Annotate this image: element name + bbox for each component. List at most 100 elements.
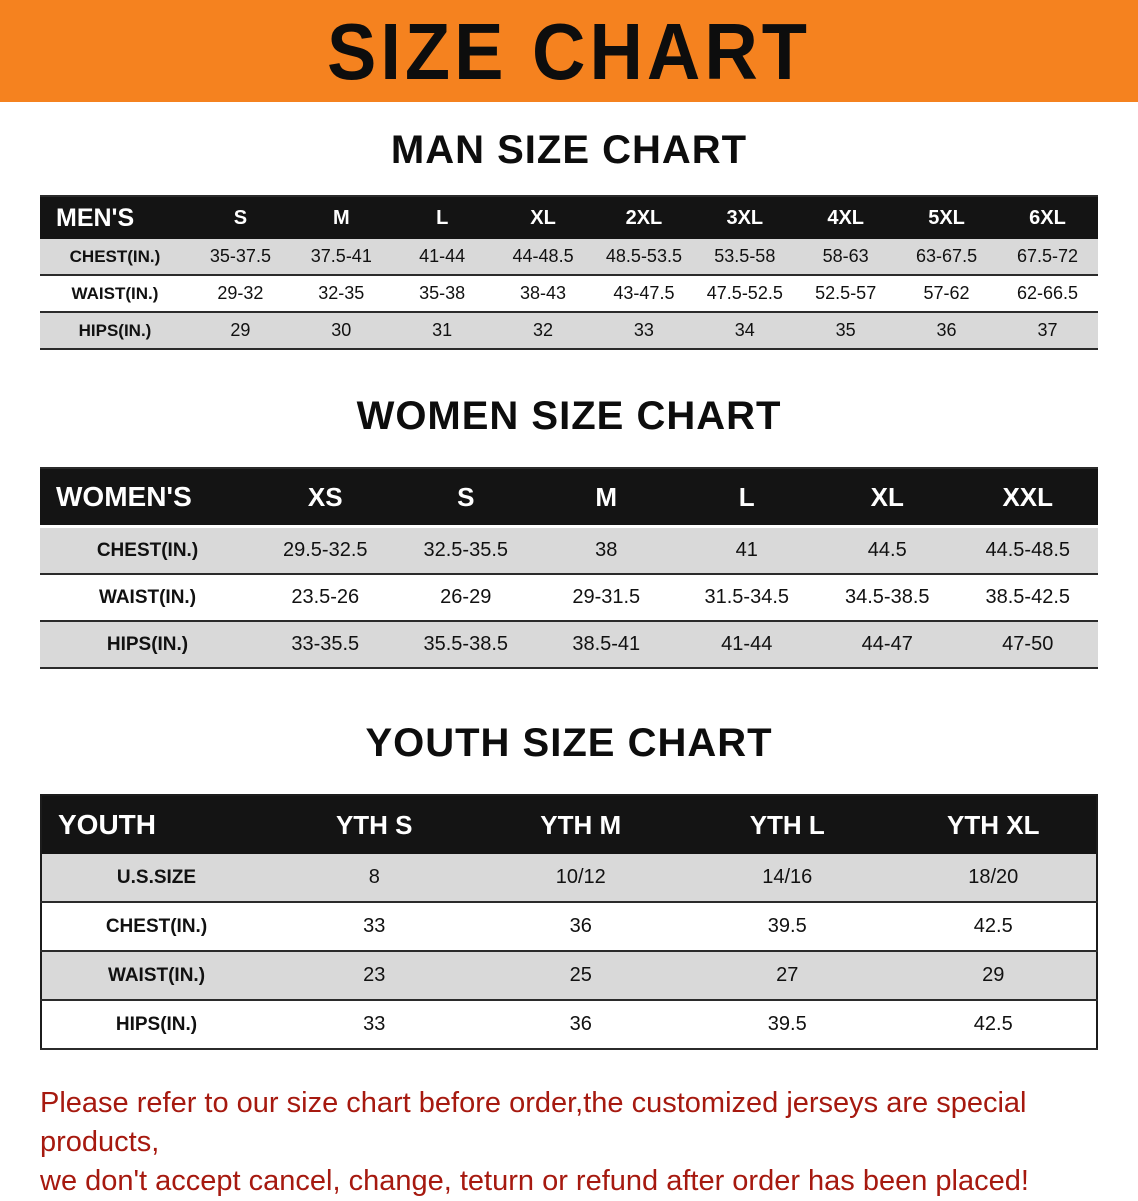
size-value-cell: 39.5	[684, 1000, 891, 1050]
size-value-cell: 33	[271, 1000, 478, 1050]
size-value-cell: 47.5-52.5	[694, 275, 796, 313]
size-value-cell: 38	[536, 526, 677, 575]
size-value-cell: 42.5	[890, 902, 1097, 952]
size-value-cell: 23.5-26	[255, 574, 396, 622]
table-row: HIPS(IN.) 29 30 31 32 33 34 35 36 37	[40, 312, 1098, 350]
size-header-cell: YTH S	[271, 795, 478, 854]
size-value-cell: 53.5-58	[694, 239, 796, 276]
size-header-cell: YTH XL	[890, 795, 1097, 854]
size-value-cell: 38.5-41	[536, 621, 677, 669]
size-value-cell: 25	[477, 951, 684, 1001]
table-header-row: YOUTH YTH S YTH M YTH L YTH XL	[41, 795, 1097, 854]
size-value-cell: 52.5-57	[795, 275, 897, 313]
size-value-cell: 62-66.5	[997, 275, 1098, 313]
size-header-cell: S	[190, 196, 291, 239]
size-value-cell: 48.5-53.5	[593, 239, 695, 276]
size-header-cell: XS	[255, 468, 396, 528]
size-header-cell: M	[290, 196, 392, 239]
size-value-cell: 29	[890, 951, 1097, 1001]
size-value-cell: 57-62	[896, 275, 997, 313]
row-label: HIPS(IN.)	[41, 1000, 271, 1050]
table-row: CHEST(IN.) 35-37.5 37.5-41 41-44 44-48.5…	[40, 239, 1098, 276]
row-label: CHEST(IN.)	[40, 239, 190, 276]
table-row: WAIST(IN.) 23.5-26 26-29 29-31.5 31.5-34…	[40, 574, 1098, 622]
size-value-cell: 38.5-42.5	[957, 574, 1098, 622]
men-table-title: MEN'S	[40, 196, 190, 239]
youth-table-title: YOUTH	[41, 795, 271, 854]
size-value-cell: 14/16	[684, 854, 891, 903]
size-value-cell: 35.5-38.5	[395, 621, 536, 669]
order-notice: Please refer to our size chart before or…	[40, 1084, 1118, 1201]
size-value-cell: 32	[492, 312, 594, 350]
size-value-cell: 27	[684, 951, 891, 1001]
notice-line-1: Please refer to our size chart before or…	[40, 1087, 1027, 1159]
women-table-title: WOMEN'S	[40, 468, 255, 528]
size-header-cell: XXL	[957, 468, 1098, 528]
size-value-cell: 37	[997, 312, 1098, 350]
size-header-cell: 6XL	[997, 196, 1098, 239]
size-value-cell: 43-47.5	[593, 275, 695, 313]
size-value-cell: 29-32	[190, 275, 291, 313]
size-value-cell: 33	[271, 902, 478, 952]
table-row: CHEST(IN.) 33 36 39.5 42.5	[41, 902, 1097, 952]
row-label: U.S.SIZE	[41, 854, 271, 903]
row-label: WAIST(IN.)	[40, 275, 190, 313]
size-value-cell: 18/20	[890, 854, 1097, 903]
size-header-cell: YTH L	[684, 795, 891, 854]
row-label: HIPS(IN.)	[40, 621, 255, 669]
women-table-header: WOMEN'S XS S M L XL XXL	[40, 468, 1098, 528]
table-row: WAIST(IN.) 23 25 27 29	[41, 951, 1097, 1001]
size-value-cell: 39.5	[684, 902, 891, 952]
women-section: WOMEN SIZE CHART WOMEN'S XS S M L XL XXL	[0, 394, 1138, 669]
size-value-cell: 35-37.5	[190, 239, 291, 276]
size-header-cell: 4XL	[795, 196, 897, 239]
men-section-title: MAN SIZE CHART	[390, 128, 748, 172]
page-title: SIZE CHART	[327, 6, 811, 96]
size-value-cell: 44-48.5	[492, 239, 594, 276]
size-header-cell: 3XL	[694, 196, 796, 239]
women-size-table: WOMEN'S XS S M L XL XXL CHEST(IN.) 29.5-…	[40, 467, 1098, 669]
row-label: HIPS(IN.)	[40, 312, 190, 350]
size-value-cell: 26-29	[395, 574, 536, 622]
size-value-cell: 34.5-38.5	[817, 574, 958, 622]
table-row: U.S.SIZE 8 10/12 14/16 18/20	[41, 854, 1097, 903]
size-header-cell: L	[676, 468, 817, 528]
size-value-cell: 36	[477, 902, 684, 952]
row-label: WAIST(IN.)	[41, 951, 271, 1001]
table-header-row: WOMEN'S XS S M L XL XXL	[40, 468, 1098, 528]
size-value-cell: 42.5	[890, 1000, 1097, 1050]
size-header-cell: XL	[492, 196, 594, 239]
row-label: WAIST(IN.)	[40, 574, 255, 622]
size-value-cell: 36	[477, 1000, 684, 1050]
men-size-table: MEN'S S M L XL 2XL 3XL 4XL 5XL 6XL CHEST…	[40, 195, 1098, 350]
size-value-cell: 33	[593, 312, 695, 350]
size-header-cell: XL	[817, 468, 958, 528]
size-value-cell: 34	[694, 312, 796, 350]
table-row: HIPS(IN.) 33 36 39.5 42.5	[41, 1000, 1097, 1050]
banner: SIZE CHART	[0, 0, 1138, 102]
size-value-cell: 41	[676, 526, 817, 575]
youth-table-header: YOUTH YTH S YTH M YTH L YTH XL	[41, 795, 1097, 854]
size-value-cell: 44.5-48.5	[957, 526, 1098, 575]
row-label: CHEST(IN.)	[40, 526, 255, 575]
table-row: CHEST(IN.) 29.5-32.5 32.5-35.5 38 41 44.…	[40, 526, 1098, 575]
table-row: HIPS(IN.) 33-35.5 35.5-38.5 38.5-41 41-4…	[40, 621, 1098, 669]
size-value-cell: 10/12	[477, 854, 684, 903]
table-header-row: MEN'S S M L XL 2XL 3XL 4XL 5XL 6XL	[40, 196, 1098, 239]
size-value-cell: 41-44	[676, 621, 817, 669]
notice-line-2: we don't accept cancel, change, teturn o…	[40, 1165, 1029, 1198]
size-value-cell: 32.5-35.5	[395, 526, 536, 575]
size-value-cell: 29-31.5	[536, 574, 677, 622]
table-row: WAIST(IN.) 29-32 32-35 35-38 38-43 43-47…	[40, 275, 1098, 313]
youth-section-title: YOUTH SIZE CHART	[365, 721, 773, 765]
size-header-cell: M	[536, 468, 677, 528]
size-value-cell: 29.5-32.5	[255, 526, 396, 575]
size-value-cell: 29	[190, 312, 291, 350]
size-header-cell: S	[395, 468, 536, 528]
size-value-cell: 38-43	[492, 275, 594, 313]
size-value-cell: 41-44	[391, 239, 493, 276]
size-value-cell: 33-35.5	[255, 621, 396, 669]
size-header-cell: 2XL	[593, 196, 695, 239]
men-section: MAN SIZE CHART MEN'S S M L XL 2XL 3XL 4X…	[0, 128, 1138, 350]
